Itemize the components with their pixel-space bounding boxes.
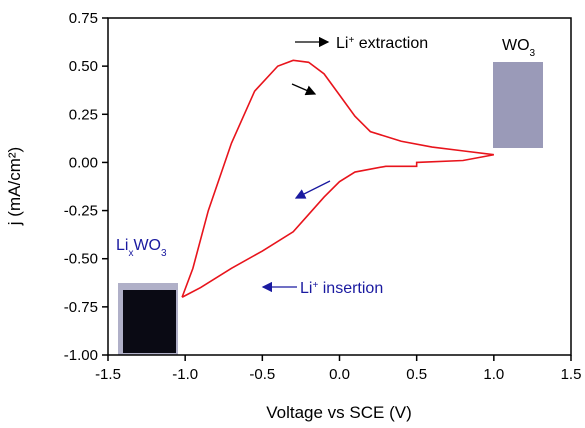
y-tick-label: -0.50 [64,251,98,268]
wo3-thumbnail [493,62,543,148]
annotation-part: 3 [530,48,536,59]
y-tick-label: 0.00 [69,154,98,171]
annotation-part: + [312,280,318,291]
x-tick-label: 1.5 [561,366,582,383]
y-tick-label: -0.75 [64,299,98,316]
x-tick-label: -1.5 [95,366,121,383]
annotation: LixWO3 [116,237,167,259]
annotation-part: insertion [318,280,383,297]
lixwo3-thumbnail-dark [123,290,176,353]
y-tick-label: 0.75 [69,10,98,27]
y-tick-label: -0.25 [64,203,98,220]
x-axis-label: Voltage vs SCE (V) [266,403,412,422]
x-tick-label: 1.0 [483,366,504,383]
x-tick-label: -0.5 [249,366,275,383]
arrow [294,180,331,199]
y-tick-label: 0.25 [69,106,98,123]
annotation-part: x [128,248,133,259]
y-tick-label: 0.50 [69,58,98,75]
annotation-part: Li [116,237,128,254]
annotation-part: WO [133,237,161,254]
annotation-part: Li [336,35,348,52]
annotation-part: WO [502,37,530,54]
annotation-part: 3 [161,248,167,259]
annotation: Li+ extraction [336,35,428,53]
annotation-part: extraction [354,35,428,52]
annotation: WO3 [502,37,536,59]
arrow [291,83,317,96]
annotation: Li+ insertion [300,280,383,298]
annotation-part: Li [300,280,312,297]
x-tick-label: 0.0 [329,366,350,383]
annotation-part: + [348,35,354,46]
x-tick-label: 0.5 [406,366,427,383]
y-axis-label: j (mA/cm²) [5,147,24,226]
y-tick-label: -1.00 [64,347,98,364]
x-tick-label: -1.0 [172,366,198,383]
data-line [181,59,494,298]
